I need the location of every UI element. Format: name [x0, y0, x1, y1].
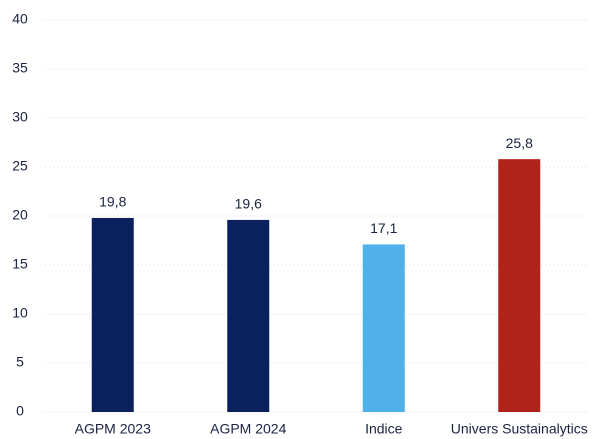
bar: [498, 159, 541, 412]
y-tick-label: 35: [12, 60, 28, 76]
y-tick-label: 20: [12, 207, 28, 223]
value-label: 19,8: [99, 194, 126, 210]
y-tick-label: 10: [12, 305, 28, 321]
y-tick-label: 30: [12, 109, 28, 125]
y-tick-label: 5: [16, 354, 24, 370]
x-tick-label: AGPM 2023: [75, 421, 151, 437]
y-tick-label: 25: [12, 158, 28, 174]
y-tick-label: 0: [16, 403, 24, 419]
bar: [91, 217, 134, 412]
y-tick-label: 40: [12, 11, 28, 27]
value-label: 25,8: [506, 135, 533, 151]
x-tick-label: AGPM 2024: [210, 421, 286, 437]
bar: [227, 219, 270, 412]
value-label: 17,1: [370, 220, 397, 236]
x-tick-label: Univers Sustainalytics: [451, 421, 588, 437]
y-tick-label: 15: [12, 256, 28, 272]
value-label: 19,6: [235, 196, 262, 212]
bar: [362, 244, 405, 412]
x-tick-label: Indice: [365, 421, 403, 437]
